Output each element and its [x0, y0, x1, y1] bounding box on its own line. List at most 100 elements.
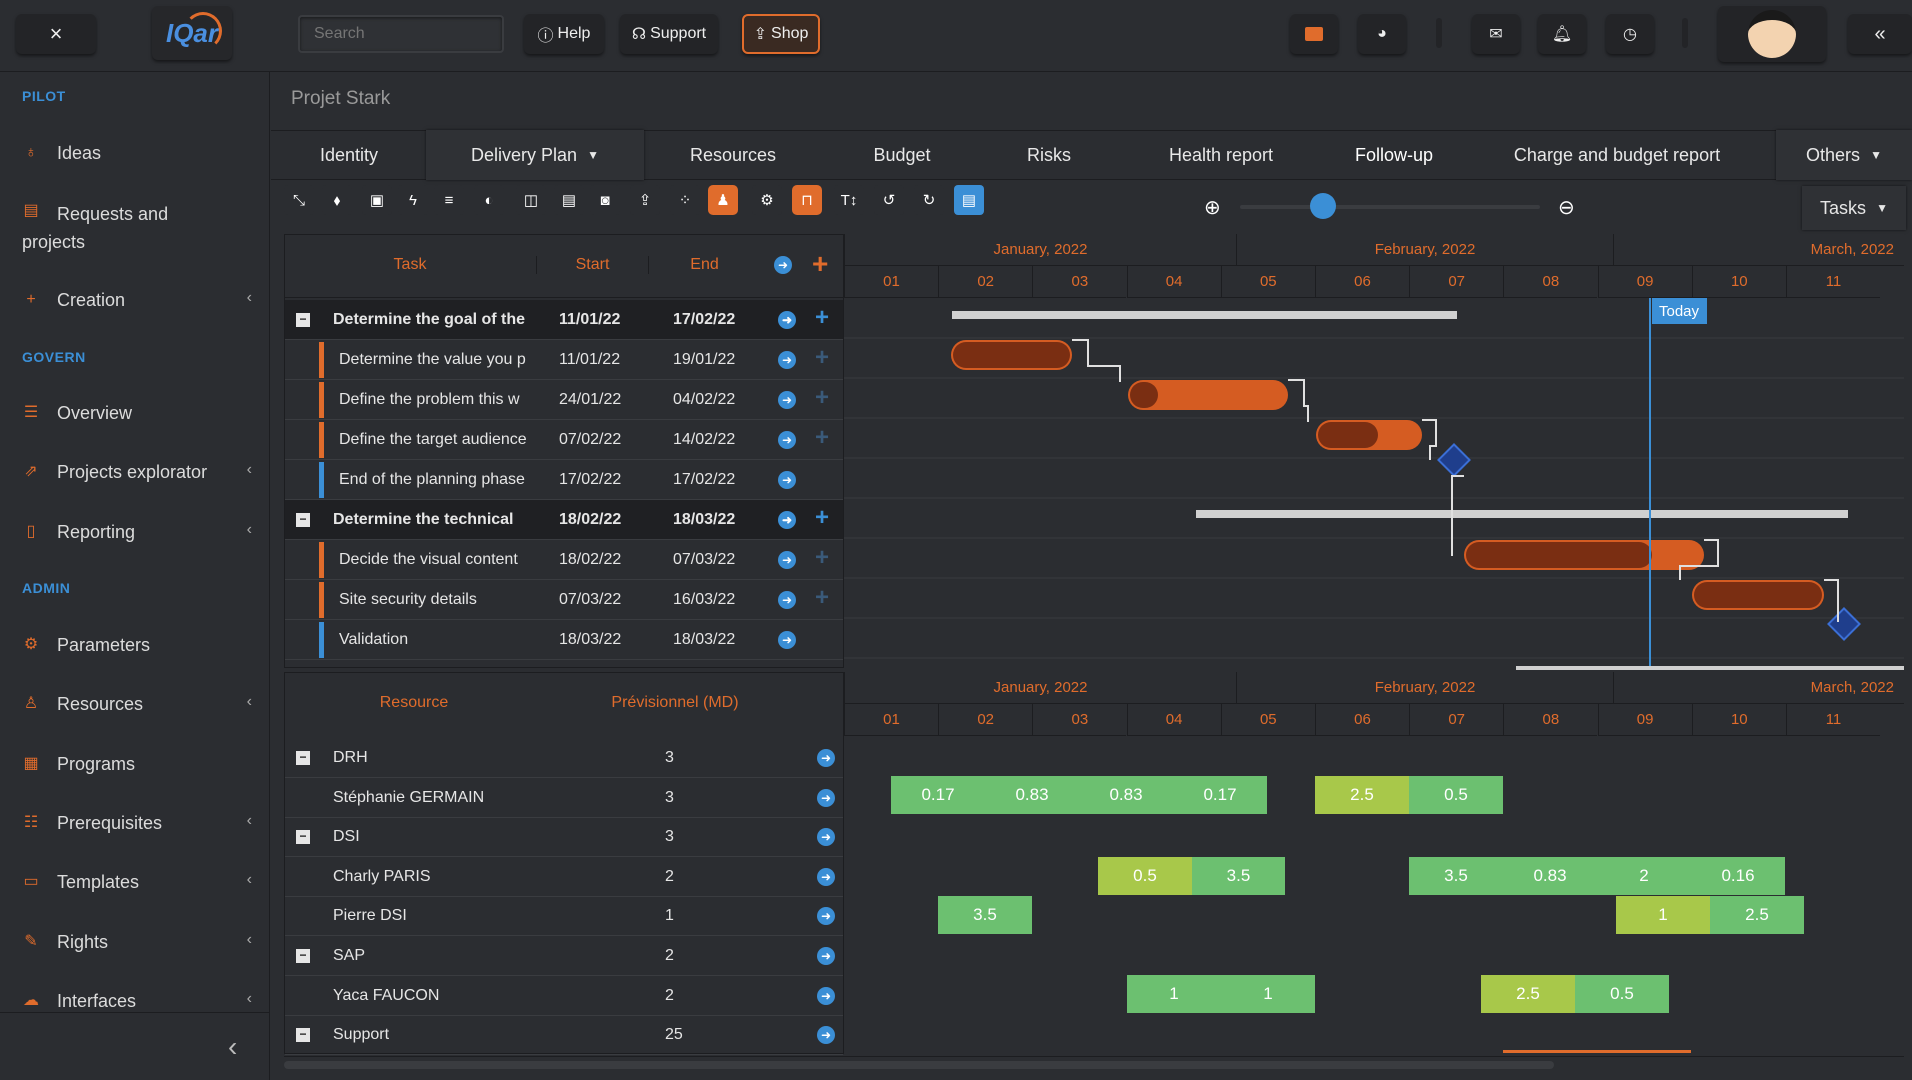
tag-button[interactable]: ⬧ — [322, 185, 352, 215]
text-height-button[interactable]: T↕ — [834, 185, 864, 215]
table-row[interactable]: Yaca FAUCON 2 ➜ — [285, 976, 843, 1016]
mail-button[interactable]: ✉ — [1472, 14, 1520, 54]
lines-button[interactable]: ≡ — [434, 185, 464, 215]
tasks-select[interactable]: Tasks ▼ — [1802, 186, 1906, 230]
load-cell[interactable]: 1 — [1616, 896, 1710, 934]
task-bar[interactable] — [1128, 380, 1288, 410]
collapse-icon[interactable]: − — [296, 513, 310, 527]
critical-path-button[interactable]: ϟ — [398, 185, 428, 215]
arrow-circle-icon[interactable]: ➜ — [817, 788, 835, 807]
summary-bar[interactable] — [952, 311, 1457, 319]
arrow-circle-icon[interactable]: ➜ — [778, 471, 796, 489]
add-task-button[interactable]: + — [812, 248, 829, 279]
undo-button[interactable]: ↺ — [874, 185, 904, 215]
table-row[interactable]: Site security details 07/03/22 16/03/22 ➜ + — [285, 580, 843, 620]
load-cell[interactable]: 0.16 — [1691, 857, 1785, 895]
arrow-circle-icon[interactable]: ➜ — [817, 828, 835, 847]
add-subtask-icon[interactable]: + — [815, 504, 830, 531]
tab-others[interactable]: Others ▼ — [1776, 130, 1912, 180]
collapse-icon[interactable]: − — [296, 949, 310, 963]
arrow-right-icon[interactable]: ➜ — [774, 256, 792, 274]
table-row[interactable]: End of the planning phase 17/02/22 17/02/2… — [285, 460, 843, 500]
table-row[interactable]: Decide the visual content 18/02/22 07/03/2… — [285, 540, 843, 580]
load-cell[interactable]: 3.5 — [1409, 857, 1503, 895]
resource-toggle-button[interactable]: ♟ — [708, 185, 738, 215]
arrow-circle-icon[interactable]: ➜ — [817, 947, 835, 965]
resource-column-header[interactable]: Resource — [379, 694, 449, 711]
palette-button[interactable]: ◕ — [1358, 14, 1406, 54]
load-cell[interactable]: 0.17 — [1173, 776, 1267, 814]
pdf-button[interactable]: ▤ — [554, 185, 584, 215]
table-row[interactable]: Charly PARIS 2 ➜ — [285, 857, 843, 897]
tab-follow-up[interactable]: Follow-up — [1318, 130, 1470, 180]
arrow-circle-icon[interactable]: ➜ — [778, 391, 796, 409]
collapse-all-button[interactable]: ⤡ — [284, 185, 314, 215]
arrow-circle-icon[interactable]: ➜ — [778, 631, 796, 649]
zoom-out-button[interactable]: ⊖ — [1558, 197, 1575, 219]
table-row[interactable]: − DRH 3 ➜ — [285, 738, 843, 778]
load-cell[interactable]: 0.83 — [1503, 857, 1597, 895]
table-row[interactable]: Define the problem this w 24/01/22 04/02/2… — [285, 380, 843, 420]
milestone-diamond[interactable] — [1437, 443, 1471, 477]
table-row[interactable]: Stéphanie GERMAIN 3 ➜ — [285, 778, 843, 818]
load-cell[interactable]: 2.5 — [1481, 975, 1575, 1013]
arrow-circle-icon[interactable]: ➜ — [817, 1026, 835, 1045]
arrow-circle-icon[interactable]: ➜ — [817, 867, 835, 886]
redo-button[interactable]: ↻ — [914, 185, 944, 215]
collapse-icon[interactable]: − — [296, 830, 310, 845]
arrow-circle-icon[interactable]: ➜ — [778, 351, 796, 369]
arrow-circle-icon[interactable]: ➜ — [817, 749, 835, 767]
add-subtask-icon[interactable]: + — [815, 304, 830, 331]
arrow-circle-icon[interactable]: ➜ — [817, 907, 835, 926]
zoom-slider-handle[interactable] — [1310, 193, 1336, 219]
load-cell[interactable]: 0.83 — [1079, 776, 1173, 814]
add-subtask-icon[interactable]: + — [815, 344, 830, 371]
load-cell[interactable]: 0.17 — [891, 776, 985, 814]
tab-resources[interactable]: Resources — [650, 130, 816, 180]
close-button[interactable]: × — [16, 14, 96, 54]
load-cell[interactable]: 0.5 — [1098, 857, 1192, 895]
sidebar-item-requests[interactable]: ▤ Requests and projects — [22, 200, 252, 252]
load-cell[interactable]: 0.83 — [985, 776, 1079, 814]
collapse-icon[interactable]: − — [296, 1028, 310, 1043]
zoom-in-button[interactable]: ⊕ — [1204, 197, 1221, 219]
tab-identity[interactable]: Identity — [280, 130, 418, 180]
scrollbar-thumb[interactable] — [284, 1061, 1554, 1069]
add-subtask-icon[interactable]: + — [815, 384, 830, 411]
table-row[interactable]: Define the target audience 07/02/22 14/02/… — [285, 420, 843, 460]
help-button[interactable]: ⓘ Help — [524, 14, 604, 54]
notes-button[interactable]: ▤ — [954, 185, 984, 215]
settings-button[interactable]: ⚙ — [752, 185, 782, 215]
load-cell[interactable]: 1 — [1221, 975, 1315, 1013]
load-cell[interactable]: 1 — [1127, 975, 1221, 1013]
table-row[interactable]: − Determine the technical 18/02/22 18/03/22… — [285, 500, 843, 540]
arrow-circle-icon[interactable]: ➜ — [778, 511, 796, 529]
collapse-icon[interactable]: − — [296, 313, 310, 327]
history-button[interactable]: ◷ — [1606, 14, 1654, 54]
table-row[interactable]: − Determine the goal of the 11/01/22 17/02/… — [285, 300, 843, 340]
start-column-header[interactable]: Start — [536, 256, 648, 274]
zoom-slider[interactable] — [1240, 205, 1540, 209]
unlock-button[interactable]: ⊓ — [792, 185, 822, 215]
load-cell[interactable]: 0.5 — [1575, 975, 1669, 1013]
add-subtask-icon[interactable]: + — [815, 544, 830, 571]
logo[interactable]: IQar — [152, 6, 232, 60]
table-row[interactable]: Validation 18/03/22 18/03/22 ➜ — [285, 620, 843, 660]
export-button[interactable]: ⇪ — [630, 185, 660, 215]
milestone-diamond[interactable] — [1827, 607, 1861, 641]
calendar-button[interactable]: ▣ — [362, 185, 392, 215]
save-button[interactable]: ◙ — [590, 185, 620, 215]
arrow-circle-icon[interactable]: ➜ — [778, 591, 796, 609]
table-row[interactable]: − Support 25 ➜ — [285, 1015, 843, 1056]
table-row[interactable]: − DSI 3 ➜ — [285, 817, 843, 858]
tab-charge-budget-report[interactable]: Charge and budget report — [1486, 130, 1748, 180]
table-row[interactable]: − SAP 2 ➜ — [285, 936, 843, 976]
tab-risks[interactable]: Risks — [980, 130, 1118, 180]
table-row[interactable]: Determine the value you p 11/01/22 19/01/2… — [285, 340, 843, 380]
tab-budget[interactable]: Budget — [830, 130, 974, 180]
chat-button[interactable] — [1290, 14, 1338, 54]
shop-button[interactable]: ⇪ Shop — [742, 14, 820, 54]
collapse-icon[interactable]: − — [296, 751, 310, 765]
load-cell[interactable]: 3.5 — [938, 896, 1032, 934]
collapse-panel-button[interactable]: « — [1848, 14, 1912, 54]
